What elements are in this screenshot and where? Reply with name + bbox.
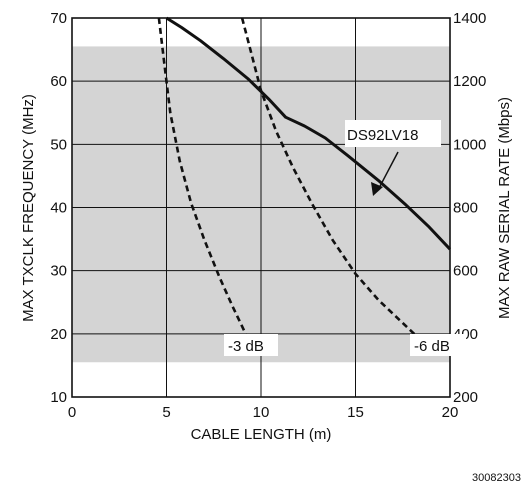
y-tick-label: 40 xyxy=(50,200,67,217)
y2-tick-label: 600 xyxy=(453,263,478,280)
y2-tick-label: 800 xyxy=(453,200,478,217)
minus6-series-label: -6 dB xyxy=(414,338,450,355)
minus3-label-box xyxy=(224,334,278,356)
y-tick-label: 10 xyxy=(50,389,67,406)
y2-axis-label: MAX RAW SERIAL RATE (Mbps) xyxy=(496,97,513,319)
x-ticks: 0 5 10 15 20 xyxy=(68,404,459,421)
main-label-box xyxy=(345,120,441,147)
x-tick-label: 20 xyxy=(442,404,459,421)
minus3-series-label: -3 dB xyxy=(228,338,264,355)
x-tick-label: 15 xyxy=(347,404,364,421)
minus6-label-box xyxy=(410,334,466,356)
x-axis-label: CABLE LENGTH (m) xyxy=(191,426,332,443)
x-tick-label: 0 xyxy=(68,404,76,421)
y2-tick-label: 1200 xyxy=(453,73,486,90)
x-tick-label: 5 xyxy=(162,404,170,421)
main-label-pointer xyxy=(377,151,399,191)
series-line-6-db xyxy=(240,17,425,344)
y-ticks: 10 20 30 40 50 60 70 xyxy=(50,10,67,406)
y2-tick-label: 1400 xyxy=(453,10,486,27)
y-tick-label: 30 xyxy=(50,263,67,280)
series-layer xyxy=(157,16,452,344)
main-series-label: DS92LV18 xyxy=(347,127,418,144)
plot-frame xyxy=(71,17,451,398)
x-tick-label: 10 xyxy=(253,404,270,421)
y-tick-label: 20 xyxy=(50,326,67,343)
series-line-ds92lv18 xyxy=(165,16,452,251)
y2-tick-label: 200 xyxy=(453,389,478,406)
y-axis-label: MAX TXCLK FREQUENCY (MHz) xyxy=(20,94,37,322)
y2-ticks: 200400600800100012001400 xyxy=(453,10,486,406)
main-label-arrowhead xyxy=(371,182,383,196)
y-tick-label: 60 xyxy=(50,73,67,90)
y-tick-label: 70 xyxy=(50,10,67,27)
y-tick-label: 50 xyxy=(50,136,67,153)
figure-code: 30082303 xyxy=(472,472,521,484)
y2-tick-label: 1000 xyxy=(453,136,486,153)
series-line-3-db xyxy=(157,17,249,339)
